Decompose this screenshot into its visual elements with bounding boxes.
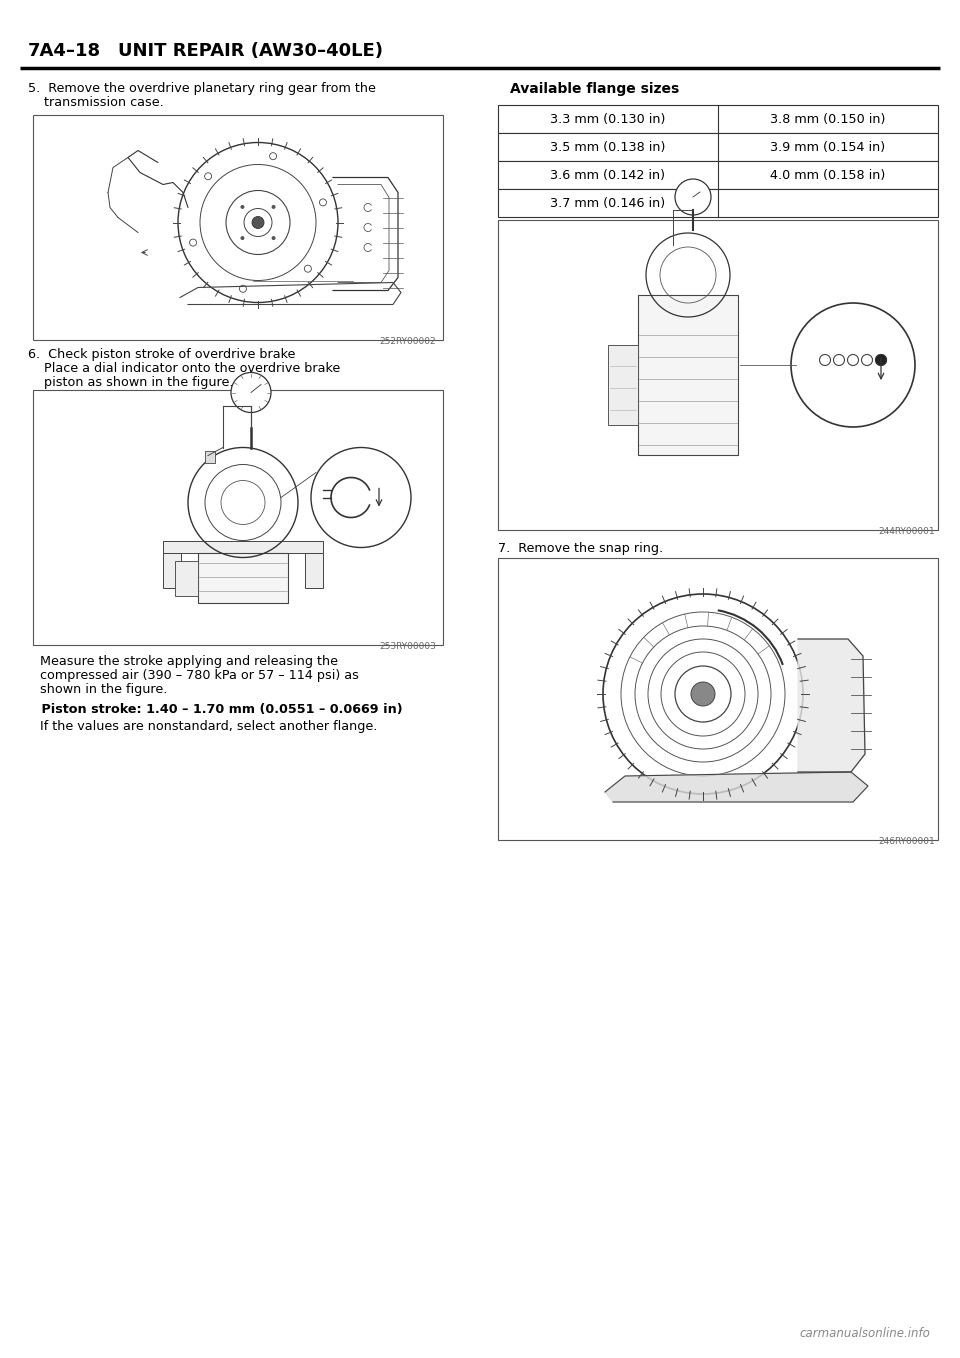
Text: carmanualsonline.info: carmanualsonline.info (799, 1327, 930, 1340)
Text: 246RY00001: 246RY00001 (878, 837, 935, 846)
Bar (498, 105, 938, 133)
Text: 6.  Check piston stroke of overdrive brake: 6. Check piston stroke of overdrive brak… (28, 348, 296, 361)
Bar (498, 162, 938, 189)
Circle shape (791, 303, 915, 426)
Circle shape (691, 682, 715, 706)
Circle shape (231, 372, 271, 413)
Circle shape (861, 354, 873, 365)
Bar (638, 295, 738, 455)
Circle shape (240, 205, 245, 209)
Text: Piston stroke: 1.40 – 1.70 mm (0.0551 – 0.0669 in): Piston stroke: 1.40 – 1.70 mm (0.0551 – … (28, 703, 402, 716)
Text: 7.  Remove the snap ring.: 7. Remove the snap ring. (498, 542, 663, 555)
Circle shape (675, 179, 711, 215)
Text: UNIT REPAIR (AW30–40LE): UNIT REPAIR (AW30–40LE) (118, 42, 383, 60)
Text: If the values are nonstandard, select another flange.: If the values are nonstandard, select an… (28, 720, 377, 733)
Circle shape (240, 236, 245, 240)
Circle shape (833, 354, 845, 365)
Polygon shape (798, 640, 865, 771)
Bar (198, 553, 288, 603)
Bar (163, 540, 323, 553)
Bar (498, 189, 938, 217)
Circle shape (272, 205, 276, 209)
Polygon shape (605, 771, 868, 803)
Text: 3.9 mm (0.154 in): 3.9 mm (0.154 in) (771, 140, 885, 153)
Circle shape (272, 236, 276, 240)
Circle shape (820, 354, 830, 365)
Text: 3.6 mm (0.142 in): 3.6 mm (0.142 in) (550, 168, 665, 182)
Circle shape (252, 216, 264, 228)
Text: 7A4–18: 7A4–18 (28, 42, 101, 60)
Text: 3.8 mm (0.150 in): 3.8 mm (0.150 in) (770, 113, 886, 125)
Bar (205, 451, 215, 463)
Circle shape (876, 354, 886, 365)
Bar (33, 390, 443, 645)
Bar (498, 558, 938, 841)
Bar (498, 133, 938, 162)
Bar (33, 115, 443, 340)
Text: 3.5 mm (0.138 in): 3.5 mm (0.138 in) (550, 140, 665, 153)
Text: shown in the figure.: shown in the figure. (28, 683, 167, 697)
Text: 5.  Remove the overdrive planetary ring gear from the: 5. Remove the overdrive planetary ring g… (28, 81, 376, 95)
Text: transmission case.: transmission case. (28, 96, 164, 109)
Bar (608, 345, 638, 425)
Text: 253RY00003: 253RY00003 (379, 642, 436, 650)
Text: Place a dial indicator onto the overdrive brake: Place a dial indicator onto the overdriv… (28, 363, 340, 375)
Text: 4.0 mm (0.158 in): 4.0 mm (0.158 in) (770, 168, 886, 182)
Bar (498, 220, 938, 530)
Circle shape (876, 354, 886, 365)
Text: piston as shown in the figure.: piston as shown in the figure. (28, 376, 233, 388)
Circle shape (848, 354, 858, 365)
Text: compressed air (390 – 780 kPa or 57 – 114 psi) as: compressed air (390 – 780 kPa or 57 – 11… (28, 669, 359, 682)
Text: 252RY00002: 252RY00002 (379, 337, 436, 346)
Bar (175, 561, 198, 596)
Bar (305, 553, 323, 588)
Text: 244RY00001: 244RY00001 (878, 527, 935, 536)
Bar (163, 553, 181, 588)
Text: Available flange sizes: Available flange sizes (510, 81, 680, 96)
Circle shape (311, 448, 411, 547)
Text: 3.7 mm (0.146 in): 3.7 mm (0.146 in) (550, 197, 665, 209)
Text: 3.3 mm (0.130 in): 3.3 mm (0.130 in) (550, 113, 665, 125)
Text: Measure the stroke applying and releasing the: Measure the stroke applying and releasin… (28, 655, 338, 668)
